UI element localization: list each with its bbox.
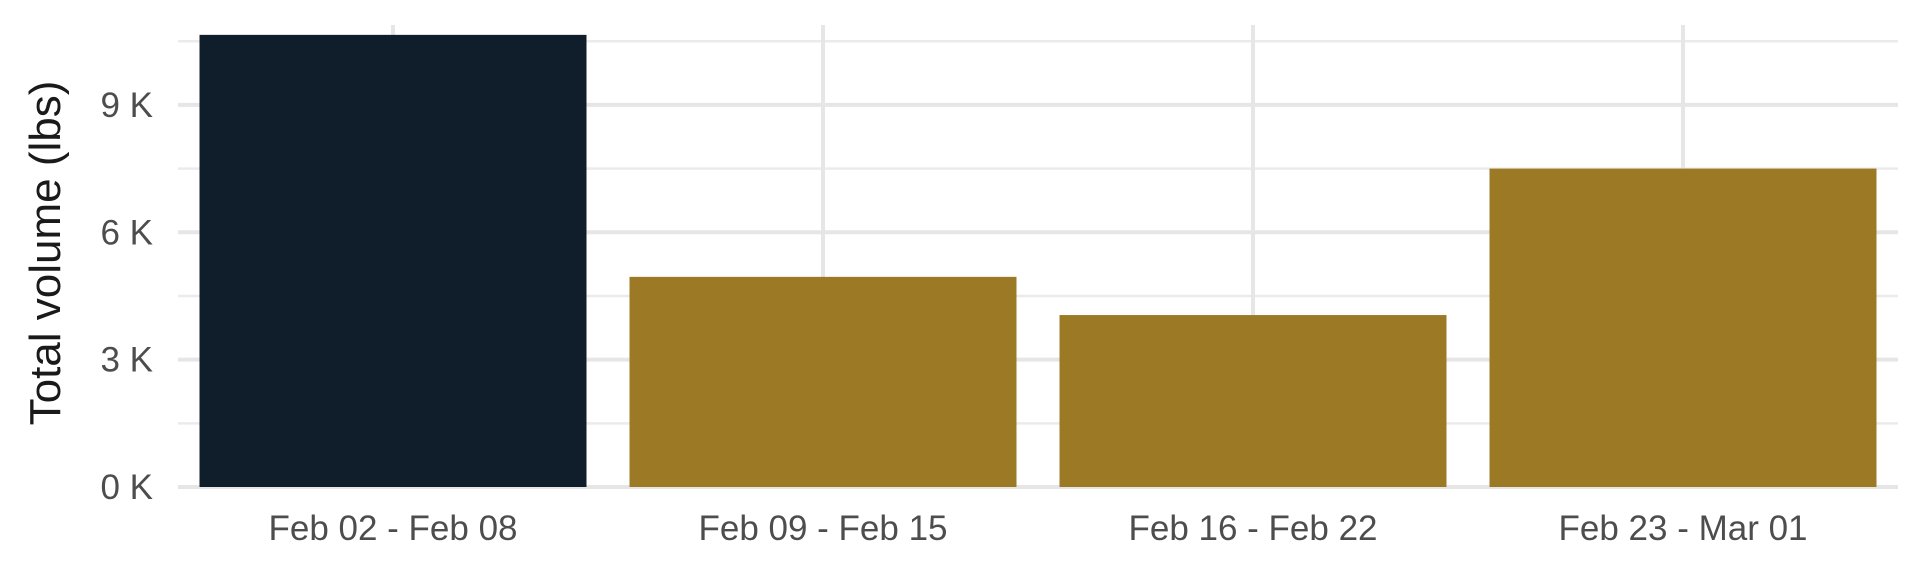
y-tick-label-2: 6 K (100, 213, 153, 252)
x-tick-label-3: Feb 23 - Mar 01 (1559, 509, 1808, 548)
y-tick-label-0: 0 K (100, 468, 153, 507)
bar-3 (1489, 168, 1877, 487)
x-tick-label-2: Feb 16 - Feb 22 (1128, 509, 1377, 548)
x-axis-ticks: Feb 02 - Feb 08 Feb 09 - Feb 15 Feb 16 - F… (268, 509, 1807, 548)
bars (199, 34, 1877, 487)
bar-2 (1059, 315, 1447, 487)
bar-1 (629, 276, 1017, 487)
y-tick-label-3: 9 K (100, 86, 153, 125)
y-axis-title: Total volume (lbs) (21, 81, 70, 426)
y-axis-ticks: 0 K 3 K 6 K 9 K (100, 86, 153, 507)
bar-0 (199, 34, 587, 487)
y-tick-label-1: 3 K (100, 341, 153, 380)
x-tick-label-1: Feb 09 - Feb 15 (698, 509, 947, 548)
x-tick-label-0: Feb 02 - Feb 08 (268, 509, 517, 548)
